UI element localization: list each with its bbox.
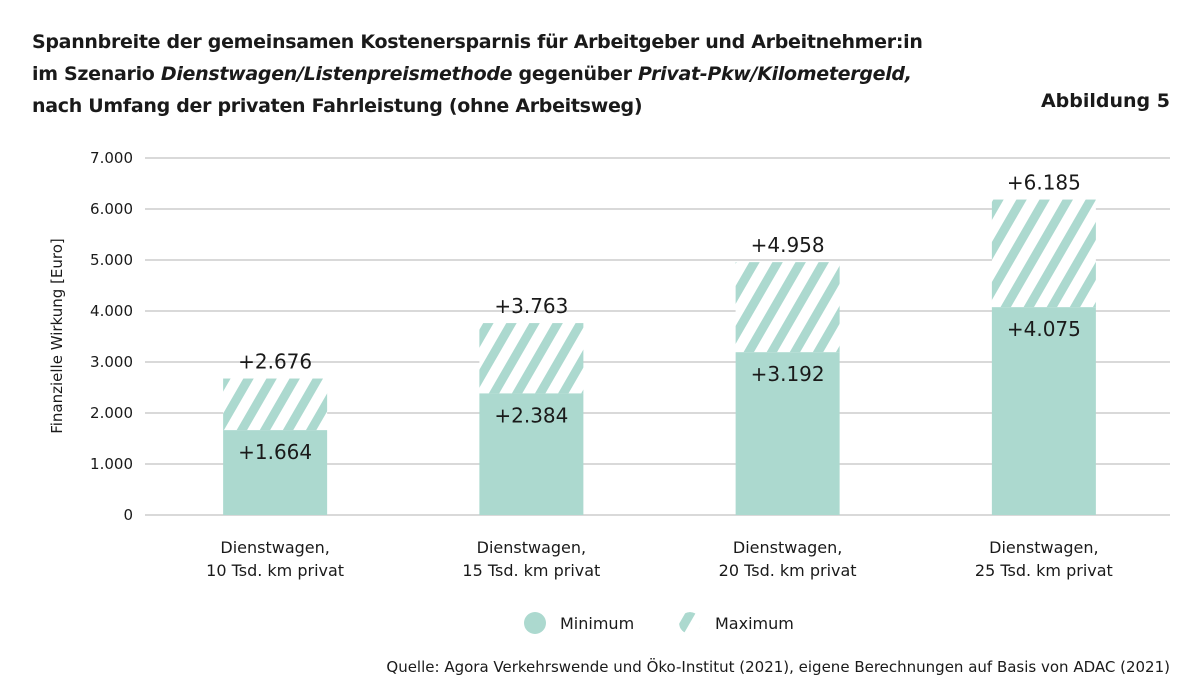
title-line-2: im Szenario Dienstwagen/Listenpreismetho… [32,63,912,85]
y-tick-label: 2.000 [90,404,133,422]
x-tick-label: Dienstwagen, [733,538,842,557]
x-tick-label: 15 Tsd. km privat [462,561,600,580]
y-tick-label: 6.000 [90,200,133,218]
legend-swatch-maximum [679,612,701,634]
data-label-minimum: +2.384 [494,403,568,427]
title-line-1: Spannbreite der gemeinsamen Kostenerspar… [32,31,923,53]
y-tick-label: 1.000 [90,455,133,473]
bar-maximum [223,378,328,431]
y-tick-label: 0 [123,506,133,524]
y-tick-label: 5.000 [90,251,133,269]
x-tick-label: Dienstwagen, [477,538,586,557]
bar-minimum [735,352,840,515]
y-tick-label: 4.000 [90,302,133,320]
chart-title: Spannbreite der gemeinsamen Kostenerspar… [32,26,923,122]
bar-minimum [479,393,584,515]
legend-swatch-minimum [524,612,546,634]
source-note: Quelle: Agora Verkehrswende und Öko-Inst… [386,658,1170,676]
bar-maximum [735,262,840,353]
bar-maximum [479,323,584,394]
x-tick-label: Dienstwagen, [989,538,1098,557]
legend-label-maximum: Maximum [715,614,794,633]
data-label-minimum: +4.075 [1007,317,1081,341]
legend-label-minimum: Minimum [560,614,634,633]
data-label-minimum: +3.192 [751,362,825,386]
bar-maximum [991,199,1096,308]
x-tick-label: 25 Tsd. km privat [975,561,1113,580]
y-axis-label: Finanzielle Wirkung [Euro] [48,238,66,434]
bar-minimum [991,307,1096,515]
data-label-maximum: +2.676 [238,350,312,374]
x-tick-label: 10 Tsd. km privat [206,561,344,580]
data-label-maximum: +6.185 [1007,171,1081,195]
x-tick-label: Dienstwagen, [220,538,329,557]
title-line-3: nach Umfang der privaten Fahrleistung (o… [32,95,643,117]
y-tick-label: 3.000 [90,353,133,371]
x-tick-label: 20 Tsd. km privat [719,561,857,580]
data-label-minimum: +1.664 [238,440,312,464]
bar-minimum [223,430,328,515]
data-label-maximum: +4.958 [751,233,825,257]
y-tick-label: 7.000 [90,149,133,167]
data-label-maximum: +3.763 [494,294,568,318]
figure-label: Abbildung 5 [1040,90,1170,112]
